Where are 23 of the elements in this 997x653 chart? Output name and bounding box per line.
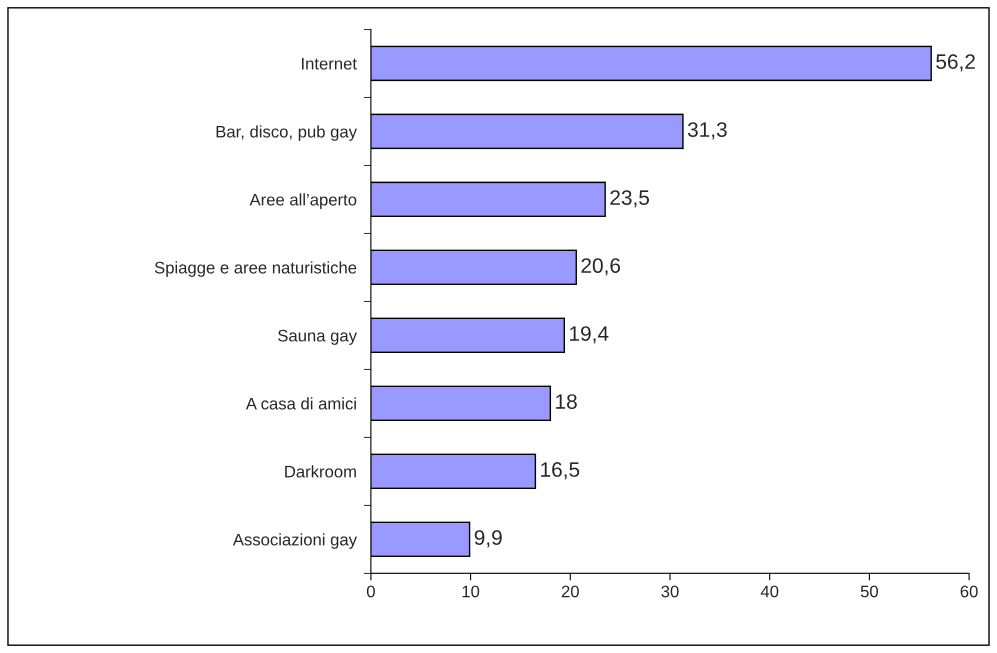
x-tick-label: 30 xyxy=(661,586,679,598)
x-tick-label: 60 xyxy=(960,586,978,598)
y-tick-label: Darkroom xyxy=(285,465,356,478)
data-label: 16,5 xyxy=(541,462,580,480)
data-label: 19,4 xyxy=(570,326,608,344)
y-tick-label: A casa di amici xyxy=(246,397,356,410)
y-tick-label: Sauna gay xyxy=(278,330,357,345)
y-tick-label: Internet xyxy=(302,58,357,70)
y-tick-label: Aree all’aperto xyxy=(250,193,356,209)
x-tick-label: 40 xyxy=(760,586,778,598)
y-tick-label: Spiagge e aree naturistiche xyxy=(154,261,356,277)
data-label: 56,2 xyxy=(936,54,975,72)
x-tick-label: 10 xyxy=(462,586,480,598)
y-tick-label: Bar, disco, pub gay xyxy=(216,125,357,141)
data-label: 9,9 xyxy=(474,530,502,548)
x-tick-label: 0 xyxy=(366,586,375,598)
y-tick-label: Associazioni gay xyxy=(232,533,357,549)
data-label: 23,5 xyxy=(610,190,650,208)
x-tick-label: 50 xyxy=(860,586,878,598)
x-tick-label: 20 xyxy=(562,586,579,598)
data-label: 31,3 xyxy=(688,122,727,140)
data-label: 18 xyxy=(556,394,577,409)
data-label: 20,6 xyxy=(581,258,620,276)
